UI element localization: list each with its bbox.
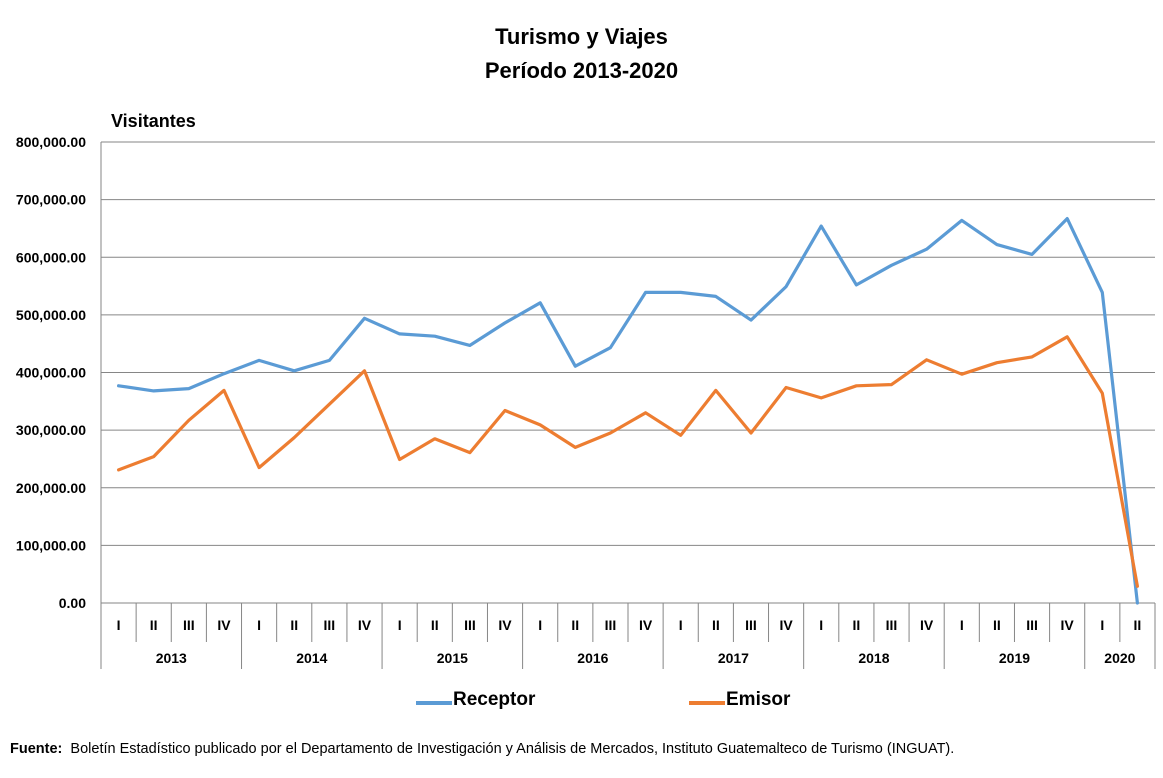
- x-tick-label: I: [398, 617, 402, 633]
- y-tick-label: 300,000.00: [16, 422, 86, 438]
- x-tick-label: II: [571, 617, 579, 633]
- source-label: Fuente:: [10, 741, 63, 757]
- year-label: 2020: [1104, 650, 1135, 666]
- x-tick-label: IV: [1061, 617, 1075, 633]
- x-tick-label: I: [679, 617, 683, 633]
- legend-emisor-swatch: [689, 701, 725, 705]
- x-tick-label: IV: [639, 617, 653, 633]
- x-tick-label: I: [117, 617, 121, 633]
- x-tick-label: II: [1134, 617, 1142, 633]
- x-tick-label: II: [852, 617, 860, 633]
- legend-receptor-swatch: [416, 701, 452, 705]
- x-tick-label: II: [290, 617, 298, 633]
- x-tick-label: IV: [779, 617, 793, 633]
- x-tick-label: II: [150, 617, 158, 633]
- y-tick-label: 700,000.00: [16, 192, 86, 208]
- x-tick-label: II: [712, 617, 720, 633]
- y-tick-label: 400,000.00: [16, 365, 86, 381]
- y-tick-label: 600,000.00: [16, 249, 86, 265]
- x-tick-label: II: [993, 617, 1001, 633]
- legend-emisor-label: Emisor: [726, 689, 791, 710]
- x-tick-label: III: [324, 617, 336, 633]
- year-label: 2016: [577, 650, 608, 666]
- y-tick-label: 0.00: [59, 595, 86, 611]
- year-label: 2015: [437, 650, 468, 666]
- series-line-receptor: [116, 217, 1140, 605]
- x-tick-label: IV: [217, 617, 231, 633]
- y-tick-label: 200,000.00: [16, 480, 86, 496]
- x-tick-label: III: [1026, 617, 1038, 633]
- x-tick-label: IV: [498, 617, 512, 633]
- source-note: Fuente: Boletín Estadístico publicado po…: [10, 741, 954, 757]
- year-label: 2018: [858, 650, 889, 666]
- x-tick-label: I: [257, 617, 261, 633]
- chart-title: Turismo y Viajes: [495, 24, 668, 49]
- chart-subtitle: Período 2013-2020: [484, 58, 679, 83]
- legend-receptor-label: Receptor: [453, 689, 536, 710]
- x-tick-label: I: [1100, 617, 1104, 633]
- y-axis-label: Visitantes: [111, 111, 196, 131]
- x-tick-label: III: [605, 617, 617, 633]
- y-tick-label: 500,000.00: [16, 307, 86, 323]
- x-tick-label: IV: [358, 617, 372, 633]
- y-tick-label: 800,000.00: [16, 134, 86, 150]
- x-tick-label: II: [431, 617, 439, 633]
- year-label: 2017: [718, 650, 749, 666]
- x-tick-label: I: [960, 617, 964, 633]
- source-text: Boletín Estadístico publicado por el Dep…: [70, 741, 955, 757]
- series-line-emisor: [116, 335, 1140, 588]
- x-tick-label: I: [819, 617, 823, 633]
- x-tick-label: III: [886, 617, 898, 633]
- x-tick-label: III: [745, 617, 757, 633]
- x-tick-label: III: [464, 617, 476, 633]
- x-tick-label: III: [183, 617, 195, 633]
- year-label: 2013: [156, 650, 187, 666]
- x-tick-label: I: [538, 617, 542, 633]
- x-tick-label: IV: [920, 617, 934, 633]
- year-label: 2014: [296, 650, 327, 666]
- y-tick-label: 100,000.00: [16, 537, 86, 553]
- year-label: 2019: [999, 650, 1030, 666]
